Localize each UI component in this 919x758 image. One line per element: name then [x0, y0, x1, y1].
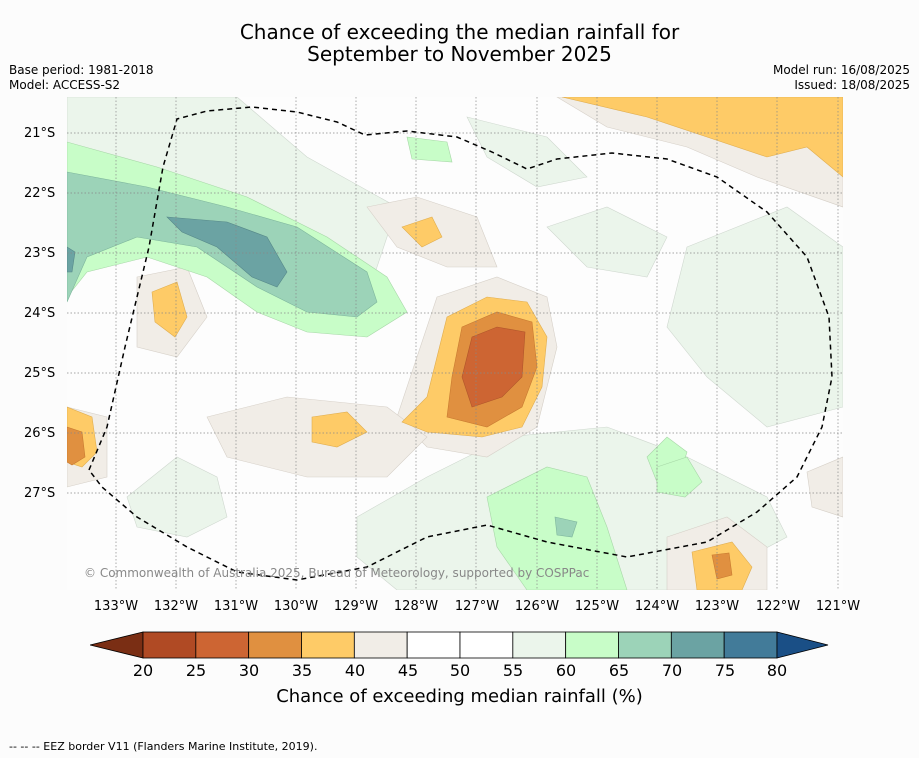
lon-label: 127°W: [454, 599, 500, 614]
colorbar: [90, 631, 829, 659]
colorbar-bin: [248, 631, 302, 659]
colorbar-bin: [301, 631, 355, 659]
colorbar-tick: 45: [397, 661, 419, 680]
colorbar-bin: [353, 631, 408, 659]
lon-label: 124°W: [634, 599, 680, 614]
colorbar-tick: 25: [185, 661, 207, 680]
copyright-notice: © Commonwealth of Australia 2025, Bureau…: [84, 566, 590, 580]
colorbar-tick: 65: [608, 661, 630, 680]
colorbar-tick: 35: [291, 661, 313, 680]
run-info: Model run: 16/08/2025 Issued: 18/08/2025: [773, 63, 910, 93]
lon-label: 129°W: [333, 599, 379, 614]
model-run: Model run: 16/08/2025: [772, 63, 910, 77]
model-name: Model: ACCESS-S2: [9, 78, 121, 92]
colorbar-tick: 50: [449, 661, 471, 680]
colorbar-low-arrow: [90, 631, 144, 659]
rainfall-map: [67, 97, 843, 590]
colorbar-bin: [406, 631, 461, 659]
colorbar-tick: 40: [344, 661, 366, 680]
lat-label: 26°S: [24, 426, 56, 441]
lon-label: 126°W: [514, 599, 560, 614]
lat-label: 22°S: [24, 186, 56, 201]
colorbar-tick: 80: [766, 661, 788, 680]
lon-label: 123°W: [694, 599, 740, 614]
colorbar-tick: 60: [555, 661, 577, 680]
graticule: [67, 97, 843, 590]
title-line-1: Chance of exceeding the median rainfall …: [239, 20, 680, 44]
colorbar-title: Chance of exceeding median rainfall (%): [276, 686, 643, 707]
lat-label: 27°S: [24, 486, 56, 501]
lat-label: 24°S: [24, 306, 56, 321]
colorbar-bin: [723, 631, 778, 659]
lon-label: 132°W: [153, 599, 199, 614]
colorbar-bin: [670, 631, 725, 659]
colorbar-tick: 75: [714, 661, 736, 680]
lon-label: 125°W: [574, 599, 620, 614]
lon-label: 121°W: [815, 599, 861, 614]
base-period: Base period: 1981-2018: [9, 63, 154, 77]
lon-label: 128°W: [393, 599, 439, 614]
colorbar-tick: 30: [238, 661, 260, 680]
lon-label: 122°W: [755, 599, 801, 614]
colorbar-tick: 20: [132, 661, 154, 680]
colorbar-tick: 55: [502, 661, 524, 680]
colorbar-bin: [142, 631, 197, 659]
lon-label: 131°W: [213, 599, 259, 614]
issued-date: Issued: 18/08/2025: [794, 78, 910, 92]
lon-label: 133°W: [93, 599, 139, 614]
lat-label: 23°S: [24, 246, 56, 261]
lat-label: 25°S: [24, 366, 56, 381]
colorbar-bin: [565, 631, 619, 659]
colorbar-high-arrow: [776, 631, 829, 659]
lon-label: 130°W: [273, 599, 319, 614]
lat-label: 21°S: [24, 126, 56, 141]
map-region-teal: [67, 216, 288, 288]
title-line-2: September to November 2025: [307, 42, 612, 66]
map-region-dark-orange: [461, 326, 526, 408]
colorbar-bin: [618, 631, 672, 659]
base-info: Base period: 1981-2018 Model: ACCESS-S2: [9, 63, 154, 93]
eez-legend-note: -- -- -- EEZ border V11 (Flanders Marine…: [9, 740, 318, 753]
colorbar-bin: [512, 631, 567, 659]
colorbar-tick: 70: [661, 661, 683, 680]
colorbar-bin: [195, 631, 250, 659]
colorbar-bin: [459, 631, 514, 659]
